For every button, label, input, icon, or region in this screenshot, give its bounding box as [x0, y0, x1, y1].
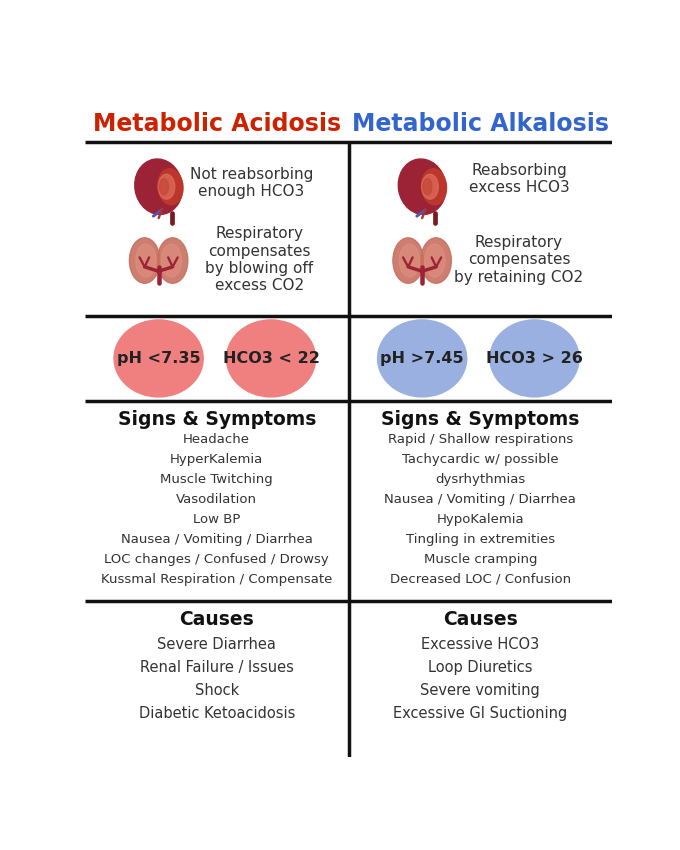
- Text: pH >7.45: pH >7.45: [380, 351, 464, 365]
- Ellipse shape: [159, 178, 169, 195]
- Ellipse shape: [157, 238, 188, 283]
- Ellipse shape: [490, 320, 579, 397]
- Text: Headache: Headache: [183, 433, 250, 445]
- Ellipse shape: [129, 238, 160, 283]
- Text: Tingling in extremities: Tingling in extremities: [406, 533, 555, 546]
- Text: Signs & Symptoms: Signs & Symptoms: [118, 410, 316, 428]
- Text: Rapid / Shallow respirations: Rapid / Shallow respirations: [388, 433, 573, 445]
- Text: HyperKalemia: HyperKalemia: [170, 453, 263, 466]
- Text: Excessive GI Suctioning: Excessive GI Suctioning: [393, 706, 567, 721]
- Text: Decreased LOC / Confusion: Decreased LOC / Confusion: [390, 573, 571, 586]
- Text: HypoKalemia: HypoKalemia: [437, 513, 524, 526]
- Ellipse shape: [398, 159, 446, 214]
- Text: Causes: Causes: [180, 610, 254, 629]
- Text: Severe Diarrhea: Severe Diarrhea: [157, 637, 276, 652]
- Text: Respiratory
compensates
by retaining CO2: Respiratory compensates by retaining CO2: [454, 235, 583, 285]
- Ellipse shape: [135, 159, 182, 214]
- Ellipse shape: [399, 244, 420, 277]
- Text: Metabolic Acidosis: Metabolic Acidosis: [92, 111, 341, 135]
- Text: Shock: Shock: [194, 683, 239, 698]
- Text: Nausea / Vomiting / Diarrhea: Nausea / Vomiting / Diarrhea: [121, 533, 313, 546]
- Ellipse shape: [421, 238, 452, 283]
- Text: Loop Diuretics: Loop Diuretics: [428, 660, 532, 675]
- Ellipse shape: [393, 238, 424, 283]
- Ellipse shape: [377, 320, 466, 397]
- Text: Signs & Symptoms: Signs & Symptoms: [381, 410, 579, 428]
- Text: dysrhythmias: dysrhythmias: [435, 473, 526, 486]
- Text: Diabetic Ketoacidosis: Diabetic Ketoacidosis: [139, 706, 295, 721]
- Ellipse shape: [226, 320, 316, 397]
- Text: Tachycardic w/ possible: Tachycardic w/ possible: [402, 453, 558, 466]
- Text: HCO3 < 22: HCO3 < 22: [222, 351, 320, 365]
- Ellipse shape: [136, 244, 156, 277]
- Text: pH <7.35: pH <7.35: [117, 351, 201, 365]
- Text: Causes: Causes: [443, 610, 517, 629]
- Ellipse shape: [423, 178, 432, 195]
- Ellipse shape: [422, 169, 447, 205]
- Ellipse shape: [158, 174, 175, 199]
- Ellipse shape: [114, 320, 203, 397]
- Text: Severe vomiting: Severe vomiting: [420, 683, 540, 698]
- Ellipse shape: [158, 169, 183, 205]
- Ellipse shape: [425, 244, 445, 277]
- Text: Excessive HCO3: Excessive HCO3: [421, 637, 539, 652]
- Text: Renal Failure / Issues: Renal Failure / Issues: [140, 660, 294, 675]
- Text: Vasodilation: Vasodilation: [176, 493, 257, 506]
- Text: Not reabsorbing
enough HCO3: Not reabsorbing enough HCO3: [190, 167, 313, 199]
- Text: Muscle cramping: Muscle cramping: [424, 552, 537, 566]
- Text: Reabsorbing
excess HCO3: Reabsorbing excess HCO3: [469, 163, 569, 196]
- Text: Low BP: Low BP: [193, 513, 241, 526]
- Text: LOC changes / Confused / Drowsy: LOC changes / Confused / Drowsy: [104, 552, 329, 566]
- Ellipse shape: [161, 244, 182, 277]
- Text: Metabolic Alkalosis: Metabolic Alkalosis: [352, 111, 609, 135]
- Text: Kussmal Respiration / Compensate: Kussmal Respiration / Compensate: [101, 573, 333, 586]
- Ellipse shape: [422, 174, 439, 199]
- Text: Respiratory
compensates
by blowing off
excess CO2: Respiratory compensates by blowing off e…: [205, 226, 313, 293]
- Text: HCO3 > 26: HCO3 > 26: [486, 351, 583, 365]
- Text: Muscle Twitching: Muscle Twitching: [160, 473, 273, 486]
- Text: Nausea / Vomiting / Diarrhea: Nausea / Vomiting / Diarrhea: [384, 493, 576, 506]
